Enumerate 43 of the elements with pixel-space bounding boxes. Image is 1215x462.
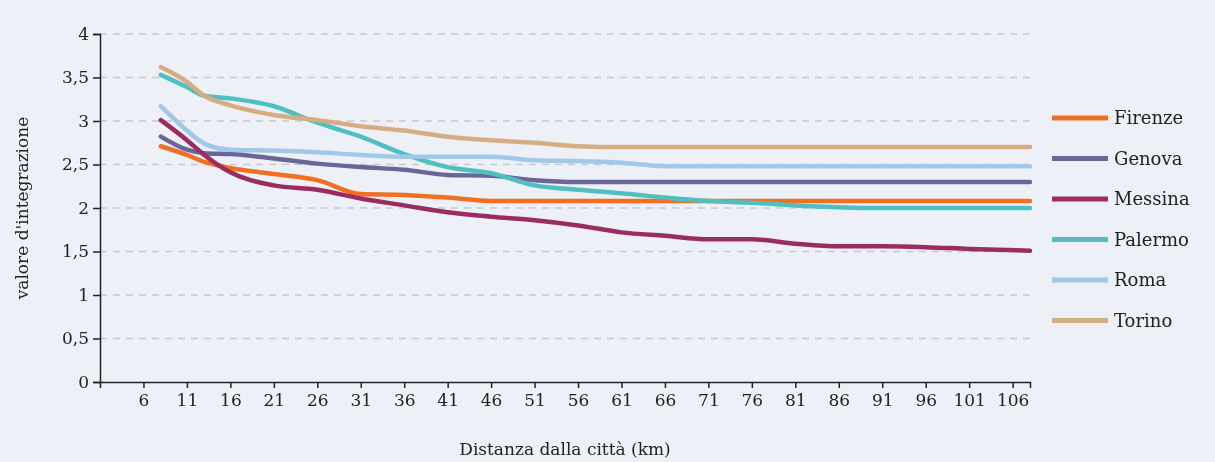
x-axis-title: Distanza dalla città (km) [459, 439, 671, 459]
x-tick-label: 31 [350, 390, 373, 411]
y-tick-label: 1 [78, 284, 89, 305]
y-tick-label: 3 [78, 110, 89, 131]
legend-label: Firenze [1114, 107, 1184, 128]
y-tick-label: 4 [78, 23, 89, 44]
y-tick-label: 1,5 [61, 241, 89, 262]
x-tick-label: 76 [741, 390, 764, 411]
x-tick-label: 61 [611, 390, 633, 411]
x-tick-label: 66 [654, 390, 677, 411]
legend-label: Torino [1114, 309, 1173, 331]
legend-label: Roma [1114, 269, 1167, 290]
x-tick-label: 81 [785, 390, 807, 411]
x-tick-label: 6 [138, 390, 150, 411]
x-tick-label: 41 [437, 390, 459, 411]
y-tick-label: 0 [78, 371, 89, 392]
y-tick-label: 3,5 [61, 67, 89, 88]
legend-label: Messina [1114, 188, 1190, 209]
x-tick-label: 96 [915, 390, 938, 411]
y-tick-label: 2,5 [61, 154, 89, 175]
line-series [158, 117, 1033, 253]
x-tick-label: 71 [698, 390, 720, 411]
x-tick-label: 106 [996, 390, 1030, 411]
line-series [158, 134, 1033, 185]
x-tick-label: 21 [263, 390, 286, 411]
x-tick-label: 46 [480, 390, 503, 411]
line-series [158, 64, 1033, 150]
line-series [158, 72, 1033, 211]
x-tick-label: 36 [393, 390, 416, 411]
x-tick-label: 56 [567, 390, 590, 411]
legend-label: Genova [1114, 147, 1183, 169]
x-tick-label: 101 [953, 390, 986, 411]
line-series [158, 103, 1033, 169]
x-tick-label: 86 [828, 390, 851, 411]
x-tick-label: 91 [871, 390, 894, 411]
y-axis-title: valore d'integrazione [12, 116, 32, 301]
x-tick-label: 11 [176, 390, 199, 411]
y-tick-label: 0,5 [61, 328, 89, 349]
x-tick-label: 26 [306, 390, 329, 411]
legend-label: Palermo [1114, 228, 1189, 250]
x-tick-label: 51 [524, 390, 546, 411]
y-tick-label: 2 [78, 197, 89, 218]
x-tick-label: 16 [220, 390, 242, 411]
